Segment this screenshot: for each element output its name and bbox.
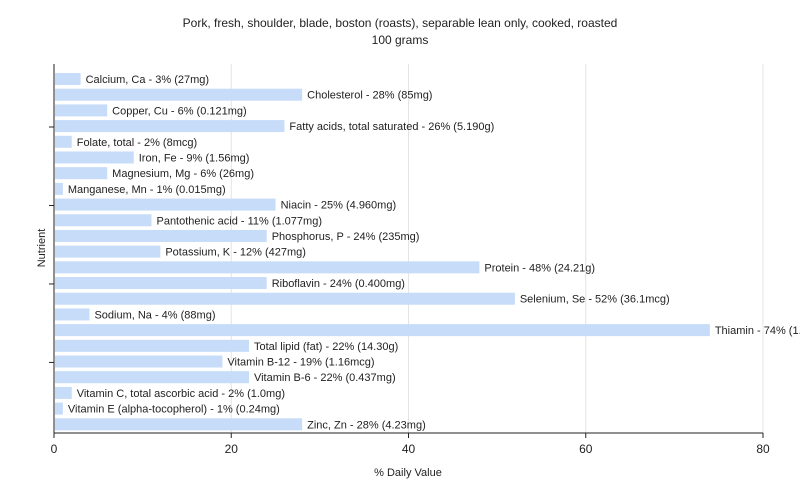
chart-subtitle: 100 grams <box>371 33 429 47</box>
y-axis-title: Nutrient <box>36 229 48 268</box>
bar <box>55 229 267 242</box>
bar-label: Manganese, Mn - 1% (0.015mg) <box>68 184 226 196</box>
x-axis-title: % Daily Value <box>374 467 442 479</box>
bar-label: Sodium, Na - 4% (88mg) <box>94 309 215 321</box>
bar <box>55 355 223 368</box>
bar <box>55 88 303 101</box>
bar <box>55 167 108 180</box>
x-tick-label: 60 <box>579 442 593 456</box>
bars: Calcium, Ca - 3% (27mg) Cholesterol - 28%… <box>55 73 800 431</box>
x-ticks: 0 20 40 60 80 <box>51 433 770 456</box>
bar <box>55 182 63 195</box>
bar-label: Selenium, Se - 52% (36.1mcg) <box>520 294 670 306</box>
bar-label: Vitamin E (alpha-tocopherol) - 1% (0.24m… <box>68 404 280 416</box>
chart-title-block: Pork, fresh, shoulder, blade, boston (ro… <box>0 15 800 49</box>
bar <box>55 104 108 117</box>
bar <box>55 245 161 258</box>
x-tick-label: 20 <box>225 442 239 456</box>
bar-label: Magnesium, Mg - 6% (26mg) <box>112 168 254 180</box>
bar-label: Vitamin B-6 - 22% (0.437mg) <box>254 372 396 384</box>
bar <box>55 120 285 133</box>
bar-label: Vitamin C, total ascorbic acid - 2% (1.0… <box>77 388 285 400</box>
bar-label: Vitamin B-12 - 19% (1.16mcg) <box>227 357 374 369</box>
bar-label: Riboflavin - 24% (0.400mg) <box>272 278 405 290</box>
bar-label: Cholesterol - 28% (85mg) <box>307 90 432 102</box>
bar <box>55 135 72 148</box>
bar-label: Niacin - 25% (4.960mg) <box>281 200 397 212</box>
bar <box>55 402 63 415</box>
bar-label: Total lipid (fat) - 22% (14.30g) <box>254 341 398 353</box>
bar <box>55 308 90 321</box>
bar-label: Folate, total - 2% (8mcg) <box>77 137 197 149</box>
bar <box>55 277 267 290</box>
bar-label: Protein - 48% (24.21g) <box>484 262 595 274</box>
bar <box>55 324 710 337</box>
bar-label: Zinc, Zn - 28% (4.23mg) <box>307 419 426 431</box>
bar <box>55 371 249 384</box>
bar-label: Potassium, K - 12% (427mg) <box>165 247 306 259</box>
x-tick-label: 80 <box>756 442 770 456</box>
bar-label: Pantothenic acid - 11% (1.077mg) <box>156 215 321 227</box>
bar-label: Thiamin - 74% (1.116mg) <box>715 325 800 337</box>
bar <box>55 292 515 305</box>
bar-label: Fatty acids, total saturated - 26% (5.19… <box>289 121 494 133</box>
chart-title: Pork, fresh, shoulder, blade, boston (ro… <box>182 16 618 30</box>
bar <box>55 418 303 431</box>
bar <box>55 151 134 164</box>
x-tick-label: 40 <box>402 442 416 456</box>
bar <box>55 386 72 399</box>
bar <box>55 73 81 85</box>
bar-label: Calcium, Ca - 3% (27mg) <box>86 74 209 86</box>
bar-label: Iron, Fe - 9% (1.56mg) <box>139 152 250 164</box>
bar <box>55 339 249 352</box>
bar-label: Phosphorus, P - 24% (235mg) <box>272 231 420 243</box>
bar-label: Copper, Cu - 6% (0.121mg) <box>112 105 247 117</box>
bar <box>55 261 480 274</box>
bar <box>55 214 152 227</box>
bar <box>55 198 276 211</box>
x-tick-label: 0 <box>51 442 58 456</box>
